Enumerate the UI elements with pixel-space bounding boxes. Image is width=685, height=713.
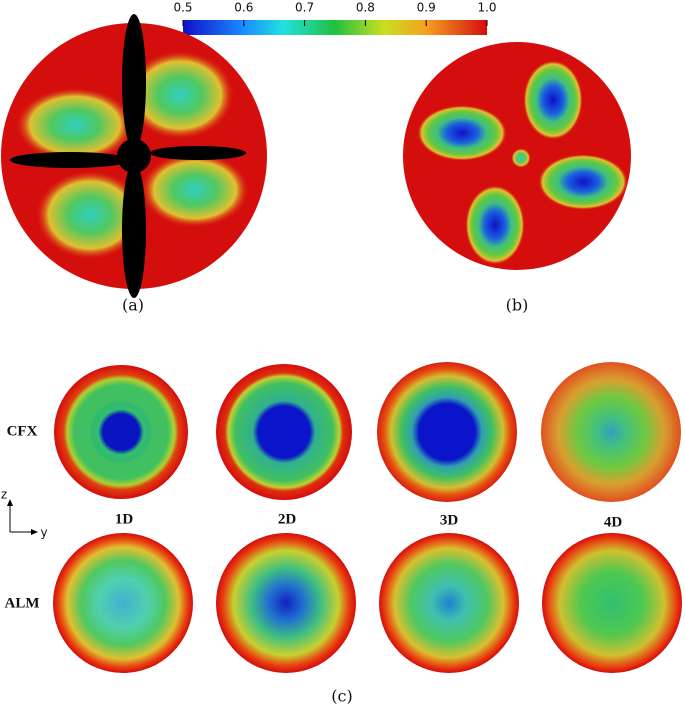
- distance-label: 2D: [278, 511, 297, 527]
- row-label: CFX: [7, 423, 38, 439]
- colorbar-tick-label: 0.6: [234, 1, 253, 15]
- colorbar-tick-label: 0.7: [295, 1, 314, 15]
- disk: [379, 533, 519, 673]
- disk: [216, 533, 356, 673]
- panel-b: [403, 42, 631, 270]
- distance-label: 3D: [440, 512, 459, 528]
- distance-label: 1D: [115, 511, 134, 527]
- axis-label: y: [40, 526, 47, 540]
- disk: [216, 364, 352, 500]
- disk: [54, 365, 188, 499]
- colorbar-tick-label: 1.0: [477, 1, 496, 15]
- panel-a: [1, 14, 267, 298]
- disk: [377, 362, 517, 502]
- distance-label: 4D: [604, 514, 623, 530]
- disk: [541, 362, 681, 502]
- panel-label: (a): [122, 296, 144, 315]
- panel-c: [53, 362, 682, 673]
- wake: [15, 50, 250, 260]
- colorbar-tick-label: 0.5: [173, 1, 192, 15]
- row-label: ALM: [5, 595, 40, 611]
- colorbar-tick-label: 0.9: [417, 1, 436, 15]
- rotor: [10, 14, 246, 298]
- panel-label: (c): [331, 687, 352, 706]
- colorbar-tick-label: 0.8: [356, 1, 375, 15]
- wake: [417, 60, 628, 265]
- panel-label: (b): [506, 296, 529, 315]
- disk: [53, 533, 193, 673]
- axis-triad: z y: [1, 488, 48, 540]
- disk: [542, 533, 682, 673]
- colorbar: [183, 20, 487, 35]
- axis-label: z: [1, 488, 7, 502]
